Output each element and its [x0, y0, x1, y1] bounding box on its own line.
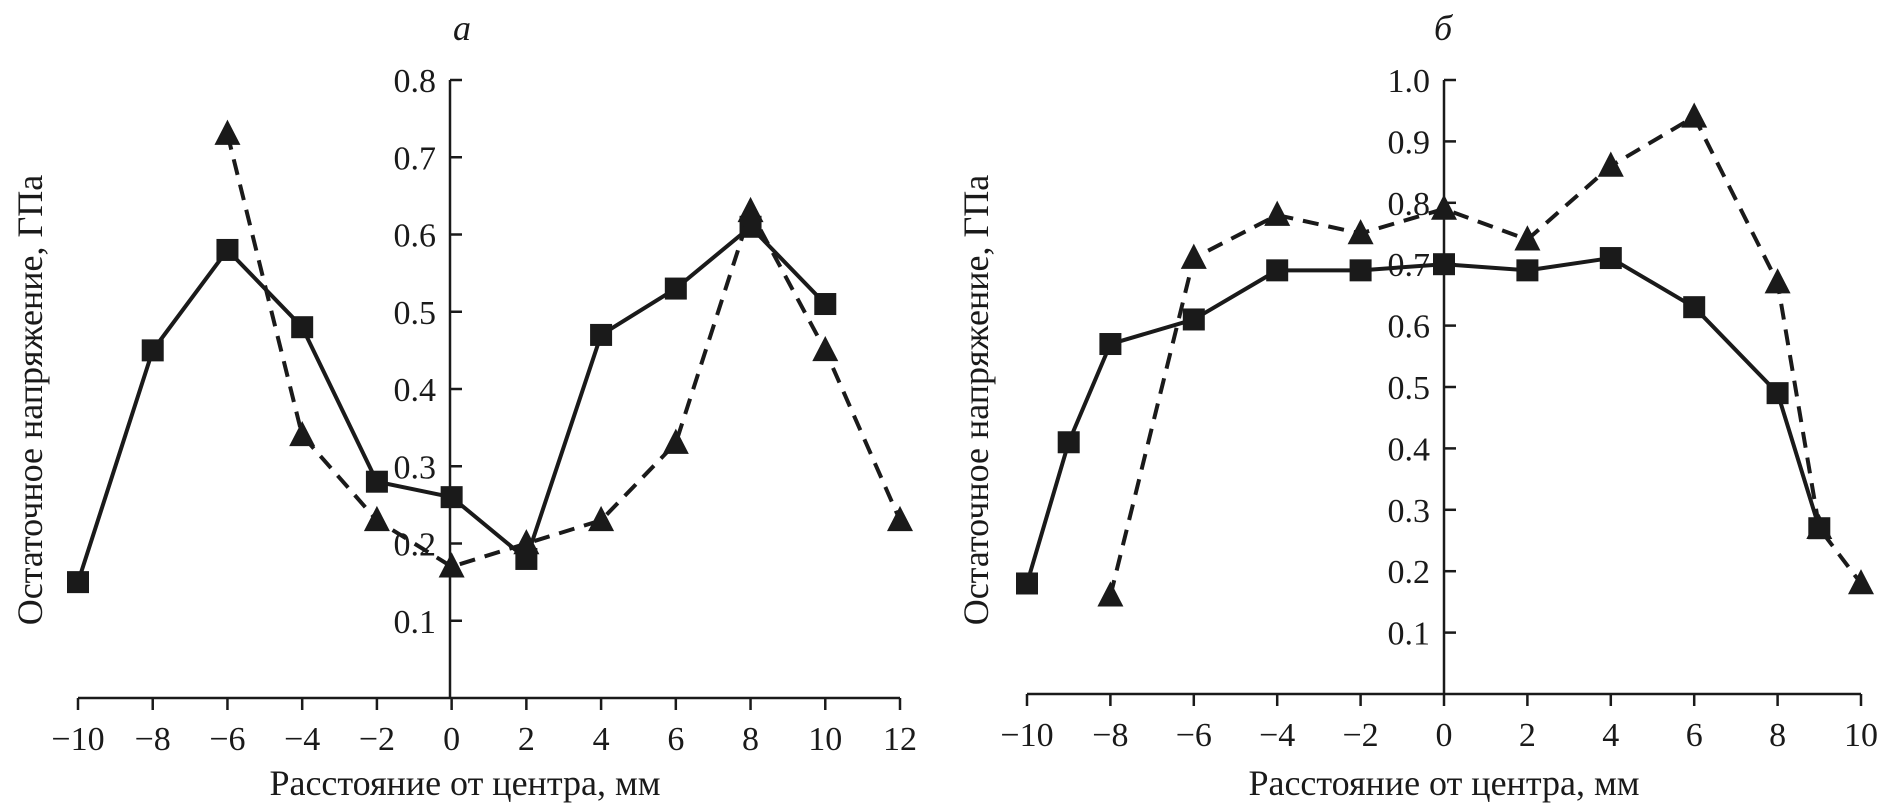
triangle-marker-a — [588, 505, 615, 532]
y-tick-label-b: 0.6 — [1388, 309, 1431, 346]
triangle-marker-b — [1597, 151, 1624, 177]
triangle-marker-b — [1347, 219, 1374, 245]
x-tick-label-a: −2 — [359, 721, 395, 758]
square-marker-b — [1683, 296, 1706, 319]
x-tick-label-a: 4 — [593, 721, 610, 758]
y-tick-label-b: 0.4 — [1388, 431, 1431, 468]
square-marker-a — [814, 293, 837, 316]
triangle-marker-b — [1431, 194, 1457, 220]
y-tick-label-b: 0.1 — [1388, 616, 1431, 653]
triangle-marker-b — [1764, 268, 1791, 294]
x-tick-label-b: −10 — [1000, 717, 1053, 754]
triangle-marker-a — [363, 505, 390, 532]
y-tick-label-b: 1.0 — [1388, 63, 1431, 100]
y-tick-label-a: 0.6 — [394, 218, 437, 255]
x-tick-label-b: 2 — [1519, 717, 1536, 754]
y-tick-label-b: 0.2 — [1388, 554, 1431, 591]
square-marker-a — [664, 277, 687, 300]
square-marker-a — [67, 571, 89, 594]
triangle-marker-a — [513, 529, 540, 555]
x-tick-label-b: 6 — [1686, 717, 1703, 754]
x-tick-label-b: −4 — [1259, 717, 1295, 754]
triangle-marker-a — [737, 196, 764, 223]
triangle-marker-a — [662, 428, 689, 454]
square-marker-b — [1766, 382, 1789, 405]
y-tick-label-a: 0.3 — [394, 449, 437, 486]
x-tick-label-a: 2 — [518, 721, 535, 758]
x-tick-label-a: −6 — [209, 721, 245, 758]
x-tick-label-b: −6 — [1176, 717, 1212, 754]
triangle-marker-a — [214, 119, 241, 145]
square-marker-a — [440, 486, 463, 509]
triangle-marker-a — [438, 552, 465, 578]
square-marker-b — [1182, 308, 1205, 331]
triangle-marker-b — [1264, 200, 1291, 226]
series-line-squares-solid-a — [76, 224, 827, 583]
triangle-marker-b — [1180, 243, 1207, 269]
x-tick-label-a: 8 — [742, 721, 759, 758]
x-axis-title-a: Расстояние от центра, мм — [269, 763, 660, 803]
square-marker-a — [216, 238, 239, 261]
y-tick-label-a: 0.4 — [394, 372, 437, 409]
x-tick-label-a: −8 — [135, 721, 171, 758]
triangle-marker-b — [1097, 581, 1124, 607]
x-tick-label-a: −4 — [284, 721, 320, 758]
y-tick-label-b: 0.5 — [1388, 370, 1431, 407]
x-tick-label-b: 0 — [1436, 717, 1453, 754]
chart-panel-a: −10 −8 −6 −4 −2 0 2 4 6 8 10 120.10.20.30.40.50.60.… — [10, 8, 917, 803]
triangle-marker-b — [1806, 513, 1833, 540]
square-marker-b — [1433, 253, 1455, 276]
y-axis-title-b: Остаточное напряжение, ГПа — [956, 175, 996, 626]
y-tick-label-b: 0.3 — [1388, 493, 1431, 530]
square-marker-a — [291, 316, 314, 339]
series-line-triangles-dashed-b — [1108, 114, 1863, 597]
x-tick-label-a: 12 — [883, 721, 917, 758]
x-tick-label-a: 6 — [667, 721, 684, 758]
x-tick-label-b: 8 — [1769, 717, 1786, 754]
triangle-marker-a — [289, 420, 316, 447]
triangle-marker-a — [887, 505, 913, 532]
square-marker-b — [1099, 333, 1122, 356]
triangle-marker-b — [1848, 569, 1874, 595]
square-marker-b — [1266, 259, 1289, 282]
y-tick-label-b: 0.9 — [1388, 124, 1431, 161]
x-tick-label-a: −10 — [51, 721, 104, 758]
x-tick-label-a: 0 — [443, 721, 460, 758]
panel-title-b: б — [1434, 8, 1454, 48]
x-tick-label-b: −8 — [1092, 717, 1128, 754]
square-marker-b — [1057, 431, 1080, 454]
x-tick-label-b: −2 — [1343, 717, 1379, 754]
triangle-marker-a — [812, 335, 839, 362]
triangle-marker-b — [1681, 102, 1708, 128]
y-axis-title-a: Остаточное напряжение, ГПа — [10, 175, 50, 626]
square-marker-b — [1516, 259, 1539, 282]
square-marker-b — [1016, 572, 1038, 595]
y-tick-label-a: 0.5 — [394, 295, 437, 332]
y-tick-label-a: 0.1 — [394, 604, 437, 641]
x-tick-label-b: 4 — [1602, 717, 1619, 754]
x-axis-title-b: Расстояние от центра, мм — [1248, 763, 1639, 803]
square-marker-a — [365, 470, 388, 493]
x-tick-label-b: 10 — [1844, 717, 1878, 754]
square-marker-a — [141, 339, 164, 362]
square-marker-b — [1599, 247, 1622, 270]
square-marker-a — [590, 323, 613, 346]
series-line-squares-solid-b — [1025, 256, 1822, 585]
y-tick-label-a: 0.7 — [394, 140, 437, 177]
y-tick-label-a: 0.8 — [394, 63, 437, 100]
series-line-triangles-dashed-a — [225, 133, 902, 569]
chart-panel-b: −10 −8 −6 −4 −2 0 2 4 6 8 100.10.20.30.40.50.60.70… — [956, 8, 1878, 803]
triangle-marker-b — [1514, 225, 1541, 251]
x-tick-label-a: 10 — [808, 721, 842, 758]
square-marker-b — [1349, 259, 1372, 282]
y-tick-label-b: 0.8 — [1388, 186, 1431, 223]
panel-title-a: а — [453, 8, 471, 48]
